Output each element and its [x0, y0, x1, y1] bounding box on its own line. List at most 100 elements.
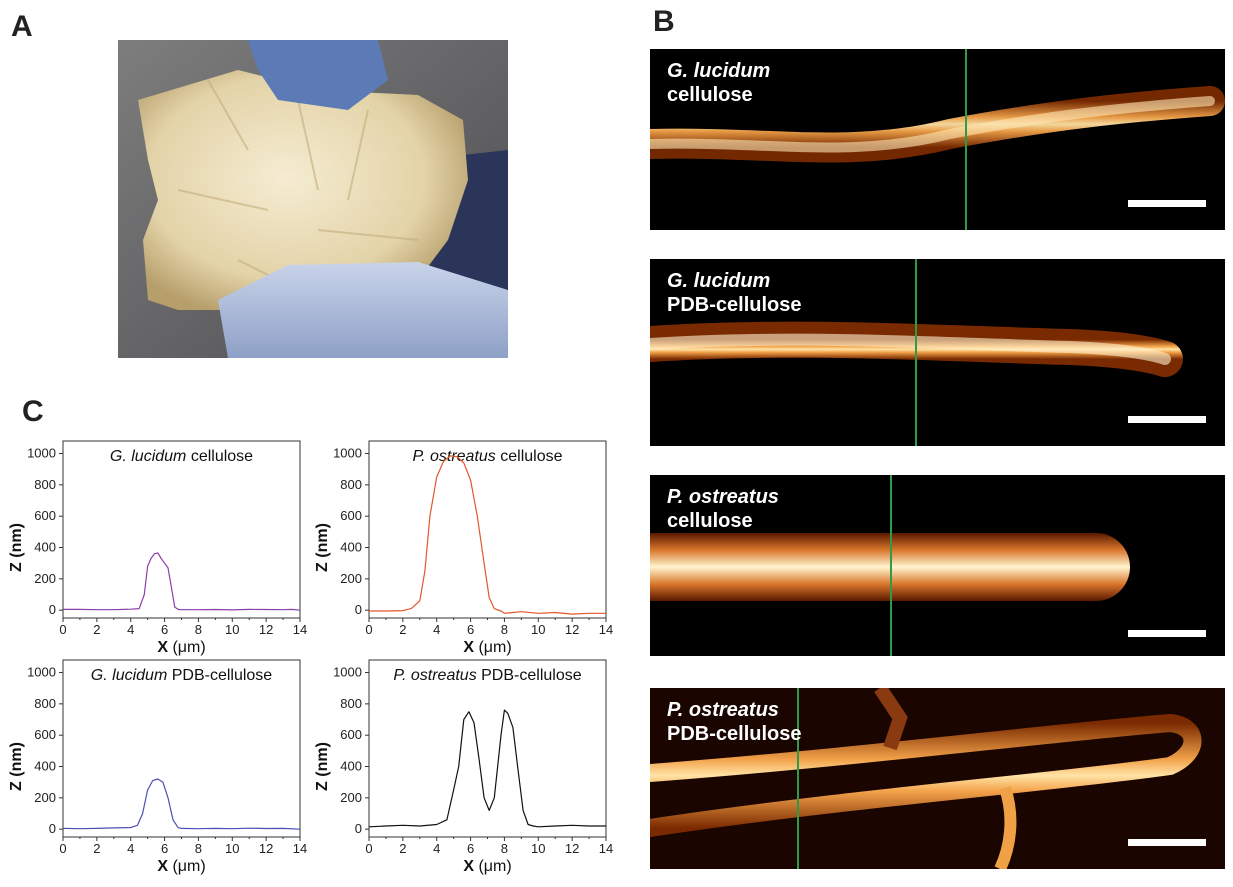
- x-tick-label: 10: [531, 622, 545, 637]
- x-tick-label: 14: [293, 841, 307, 856]
- y-tick-label: 400: [34, 759, 56, 774]
- y-tick-label: 800: [34, 477, 56, 492]
- x-tick-label: 0: [365, 622, 372, 637]
- y-tick-label: 800: [34, 696, 56, 711]
- afm-material: PDB-cellulose: [667, 294, 802, 316]
- x-tick-label: 12: [565, 841, 579, 856]
- panel-label-b: B: [653, 5, 675, 38]
- plot-title: P. ostreatus cellulose: [412, 448, 562, 465]
- x-tick-label: 12: [565, 622, 579, 637]
- y-tick-label: 0: [49, 821, 56, 836]
- y-tick-label: 200: [34, 790, 56, 805]
- y-tick-label: 600: [34, 508, 56, 523]
- afm-species: P. ostreatus: [667, 486, 779, 508]
- panel-label-c: C: [22, 395, 44, 428]
- plot-frame: [368, 440, 607, 619]
- profile-plot-svg: 0 2 4 6 8 10 12 14 0 200 400 600 800 1000 X (μm) Z (nm)…: [314, 659, 613, 875]
- profile-plot-svg: 0 2 4 6 8 10 12 14 0 200 400 600 800 1000 X (μm) Z (nm)…: [8, 659, 307, 875]
- height-profile-line: [62, 778, 301, 830]
- afm-label: G. lucidum cellulose: [667, 59, 770, 107]
- profile-plot-g-lucidum-cellulose: 0 2 4 6 8 10 12 14 0 200 400 600 800 1000 X (μm) Z (nm)…: [8, 440, 307, 668]
- x-tick-label: 4: [433, 841, 440, 856]
- y-axis-label: Z (nm): [8, 742, 25, 791]
- plot-frame: [368, 659, 607, 838]
- afm-species: G. lucidum: [667, 270, 771, 292]
- plot-frame: [62, 659, 301, 838]
- y-axis-label: Z (nm): [314, 742, 331, 791]
- y-tick-label: 600: [340, 508, 362, 523]
- afm-label: P. ostreatus cellulose: [667, 485, 779, 533]
- scale-bar: [1128, 416, 1206, 423]
- x-tick-label: 8: [501, 841, 508, 856]
- afm-label: G. lucidum PDB-cellulose: [667, 269, 801, 317]
- height-profile-line: [368, 709, 606, 828]
- y-tick-label: 0: [355, 602, 362, 617]
- x-axis-label: X (μm): [463, 858, 511, 875]
- profile-plot-p-ostreatus-cellulose: 0 2 4 6 8 10 12 14 0 200 400 600 800 1000 X (μm) Z (nm)…: [314, 440, 613, 668]
- y-axis-label: Z (nm): [8, 523, 25, 572]
- x-tick-label: 4: [433, 622, 440, 637]
- x-tick-label: 14: [599, 622, 613, 637]
- y-tick-label: 400: [340, 540, 362, 555]
- plot-title: G. lucidum PDB-cellulose: [91, 667, 273, 684]
- y-tick-label: 400: [340, 759, 362, 774]
- y-tick-label: 200: [340, 571, 362, 586]
- x-tick-label: 4: [127, 622, 134, 637]
- x-tick-label: 10: [531, 841, 545, 856]
- afm-image-g-lucidum-pdb-cellulose: G. lucidum PDB-cellulose: [650, 259, 1225, 446]
- afm-image-p-ostreatus-cellulose: P. ostreatus cellulose: [650, 475, 1225, 656]
- height-profile-line: [63, 552, 301, 611]
- afm-material: PDB-cellulose: [667, 723, 802, 745]
- y-tick-label: 200: [34, 571, 56, 586]
- height-profile-line: [369, 455, 606, 615]
- y-tick-label: 1000: [333, 665, 362, 680]
- x-tick-label: 0: [59, 622, 66, 637]
- x-tick-label: 2: [399, 841, 406, 856]
- y-tick-label: 0: [355, 821, 362, 836]
- y-tick-label: 800: [340, 696, 362, 711]
- y-tick-label: 0: [49, 602, 56, 617]
- scale-bar: [1128, 200, 1206, 207]
- x-tick-label: 4: [127, 841, 134, 856]
- x-tick-label: 10: [225, 622, 239, 637]
- x-tick-label: 6: [467, 622, 474, 637]
- y-tick-label: 400: [34, 540, 56, 555]
- x-tick-label: 0: [59, 841, 66, 856]
- y-tick-label: 1000: [333, 446, 362, 461]
- plot-frame: [62, 440, 301, 619]
- x-tick-label: 12: [259, 841, 273, 856]
- profile-plot-p-ostreatus-pdb-cellulose: 0 2 4 6 8 10 12 14 0 200 400 600 800 1000 X (μm) Z (nm)…: [314, 659, 613, 887]
- profile-plot-svg: 0 2 4 6 8 10 12 14 0 200 400 600 800 1000 X (μm) Z (nm)…: [314, 440, 613, 656]
- x-tick-label: 14: [293, 622, 307, 637]
- afm-image-p-ostreatus-pdb-cellulose: P. ostreatus PDB-cellulose: [650, 688, 1225, 869]
- x-axis-label: X (μm): [157, 639, 205, 656]
- x-tick-label: 8: [195, 841, 202, 856]
- y-axis-label: Z (nm): [314, 523, 331, 572]
- afm-image-g-lucidum-cellulose: G. lucidum cellulose: [650, 49, 1225, 230]
- x-axis-label: X (μm): [157, 858, 205, 875]
- x-tick-label: 0: [365, 841, 372, 856]
- x-tick-label: 14: [599, 841, 613, 856]
- scale-bar: [1128, 630, 1206, 637]
- x-tick-label: 12: [259, 622, 273, 637]
- x-axis-label: X (μm): [463, 639, 511, 656]
- profile-plot-g-lucidum-pdb-cellulose: 0 2 4 6 8 10 12 14 0 200 400 600 800 1000 X (μm) Z (nm)…: [8, 659, 307, 887]
- scale-bar: [1128, 839, 1206, 846]
- profile-plot-svg: 0 2 4 6 8 10 12 14 0 200 400 600 800 1000 X (μm) Z (nm)…: [8, 440, 307, 656]
- afm-species: G. lucidum: [667, 60, 771, 82]
- y-tick-label: 1000: [27, 665, 56, 680]
- x-tick-label: 8: [501, 622, 508, 637]
- x-tick-label: 8: [195, 622, 202, 637]
- y-tick-label: 200: [340, 790, 362, 805]
- afm-material: cellulose: [667, 84, 753, 106]
- x-tick-label: 2: [93, 841, 100, 856]
- y-tick-label: 1000: [27, 446, 56, 461]
- cellulose-sheet-photo: [118, 40, 508, 358]
- afm-label: P. ostreatus PDB-cellulose: [667, 698, 801, 746]
- x-tick-label: 10: [225, 841, 239, 856]
- x-tick-label: 2: [399, 622, 406, 637]
- x-tick-label: 6: [161, 841, 168, 856]
- plot-title: G. lucidum cellulose: [110, 448, 253, 465]
- y-tick-label: 600: [34, 727, 56, 742]
- plot-title: P. ostreatus PDB-cellulose: [393, 667, 581, 684]
